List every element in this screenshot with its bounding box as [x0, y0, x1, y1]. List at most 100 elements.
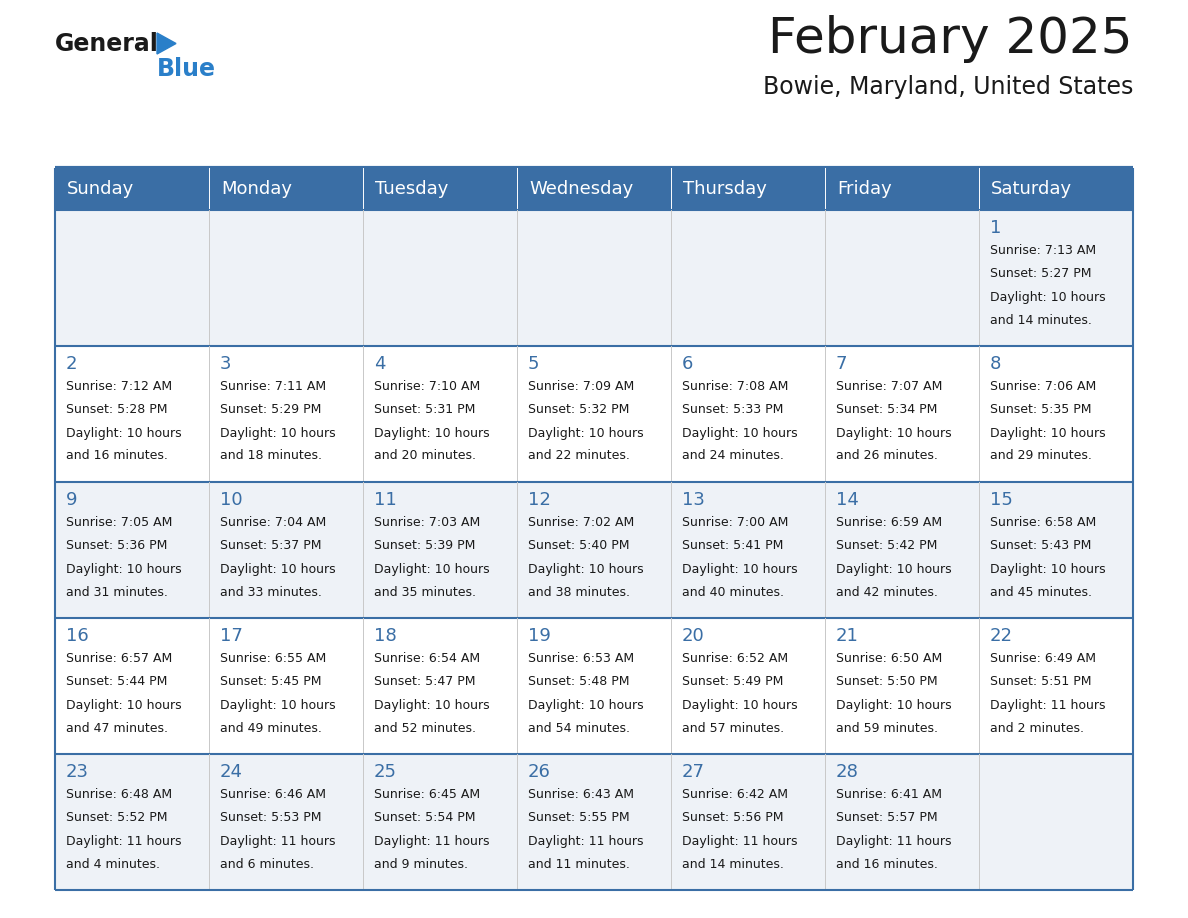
Text: Sunset: 5:29 PM: Sunset: 5:29 PM	[220, 403, 322, 417]
Text: 20: 20	[682, 627, 704, 645]
Text: Sunset: 5:52 PM: Sunset: 5:52 PM	[67, 812, 168, 824]
Text: Friday: Friday	[838, 180, 892, 198]
Text: General: General	[55, 32, 159, 56]
Text: Sunrise: 7:06 AM: Sunrise: 7:06 AM	[990, 380, 1097, 393]
Text: Sunrise: 7:03 AM: Sunrise: 7:03 AM	[374, 516, 480, 529]
Text: 14: 14	[836, 491, 859, 509]
Text: Sunrise: 6:49 AM: Sunrise: 6:49 AM	[990, 652, 1097, 665]
Text: 11: 11	[374, 491, 397, 509]
Text: Sunrise: 6:59 AM: Sunrise: 6:59 AM	[836, 516, 942, 529]
Text: Sunset: 5:33 PM: Sunset: 5:33 PM	[682, 403, 783, 417]
Bar	[364, 168, 517, 210]
Text: 22: 22	[990, 627, 1013, 645]
Text: Daylight: 11 hours: Daylight: 11 hours	[836, 835, 952, 848]
Text: Sunrise: 7:12 AM: Sunrise: 7:12 AM	[67, 380, 172, 393]
Text: 28: 28	[836, 763, 859, 781]
Text: Sunrise: 7:04 AM: Sunrise: 7:04 AM	[220, 516, 327, 529]
Text: Daylight: 10 hours: Daylight: 10 hours	[682, 563, 797, 576]
Text: Sunset: 5:57 PM: Sunset: 5:57 PM	[836, 812, 937, 824]
Bar	[979, 168, 1133, 210]
Text: 21: 21	[836, 627, 859, 645]
Text: Sunset: 5:41 PM: Sunset: 5:41 PM	[682, 540, 783, 553]
Bar	[55, 346, 1133, 482]
Text: 25: 25	[374, 763, 397, 781]
Text: Daylight: 10 hours: Daylight: 10 hours	[374, 699, 489, 712]
Text: and 35 minutes.: and 35 minutes.	[374, 586, 476, 599]
Text: Bowie, Maryland, United States: Bowie, Maryland, United States	[763, 75, 1133, 99]
Text: Daylight: 10 hours: Daylight: 10 hours	[67, 563, 182, 576]
Text: Daylight: 10 hours: Daylight: 10 hours	[220, 427, 336, 440]
Text: and 18 minutes.: and 18 minutes.	[220, 450, 322, 463]
Bar	[55, 210, 1133, 346]
Text: Daylight: 10 hours: Daylight: 10 hours	[527, 699, 644, 712]
Text: Sunset: 5:35 PM: Sunset: 5:35 PM	[990, 403, 1092, 417]
Text: Sunset: 5:36 PM: Sunset: 5:36 PM	[67, 540, 168, 553]
Text: Daylight: 10 hours: Daylight: 10 hours	[836, 699, 952, 712]
Text: Daylight: 10 hours: Daylight: 10 hours	[220, 563, 336, 576]
Text: and 57 minutes.: and 57 minutes.	[682, 722, 784, 734]
Text: Daylight: 11 hours: Daylight: 11 hours	[220, 835, 335, 848]
Text: 18: 18	[374, 627, 397, 645]
Text: and 24 minutes.: and 24 minutes.	[682, 450, 784, 463]
Text: Sunset: 5:40 PM: Sunset: 5:40 PM	[527, 540, 630, 553]
Text: Sunset: 5:56 PM: Sunset: 5:56 PM	[682, 812, 784, 824]
Text: Sunset: 5:28 PM: Sunset: 5:28 PM	[67, 403, 168, 417]
Text: Sunrise: 6:50 AM: Sunrise: 6:50 AM	[836, 652, 942, 665]
Text: Sunset: 5:47 PM: Sunset: 5:47 PM	[374, 676, 475, 688]
Text: Sunset: 5:53 PM: Sunset: 5:53 PM	[220, 812, 322, 824]
Text: Daylight: 11 hours: Daylight: 11 hours	[682, 835, 797, 848]
Text: Daylight: 10 hours: Daylight: 10 hours	[527, 427, 644, 440]
Text: Sunset: 5:48 PM: Sunset: 5:48 PM	[527, 676, 630, 688]
Text: and 29 minutes.: and 29 minutes.	[990, 450, 1092, 463]
Text: Sunset: 5:49 PM: Sunset: 5:49 PM	[682, 676, 783, 688]
Text: and 40 minutes.: and 40 minutes.	[682, 586, 784, 599]
Text: 23: 23	[67, 763, 89, 781]
Text: Sunset: 5:44 PM: Sunset: 5:44 PM	[67, 676, 168, 688]
Text: and 49 minutes.: and 49 minutes.	[220, 722, 322, 734]
Bar	[517, 168, 671, 210]
Text: and 38 minutes.: and 38 minutes.	[527, 586, 630, 599]
Text: Daylight: 10 hours: Daylight: 10 hours	[836, 563, 952, 576]
Text: 1: 1	[990, 219, 1001, 237]
Text: 6: 6	[682, 355, 694, 373]
Text: February 2025: February 2025	[769, 15, 1133, 63]
Text: Sunrise: 6:57 AM: Sunrise: 6:57 AM	[67, 652, 172, 665]
Text: Sunrise: 7:08 AM: Sunrise: 7:08 AM	[682, 380, 789, 393]
Bar	[824, 168, 979, 210]
Text: Sunrise: 7:05 AM: Sunrise: 7:05 AM	[67, 516, 172, 529]
Text: 13: 13	[682, 491, 704, 509]
Text: Sunset: 5:39 PM: Sunset: 5:39 PM	[374, 540, 475, 553]
Text: Daylight: 11 hours: Daylight: 11 hours	[527, 835, 644, 848]
Text: Daylight: 10 hours: Daylight: 10 hours	[67, 699, 182, 712]
Text: Sunrise: 7:07 AM: Sunrise: 7:07 AM	[836, 380, 942, 393]
Text: Sunrise: 6:45 AM: Sunrise: 6:45 AM	[374, 788, 480, 800]
Text: Saturday: Saturday	[991, 180, 1072, 198]
Text: and 33 minutes.: and 33 minutes.	[220, 586, 322, 599]
Text: Sunset: 5:54 PM: Sunset: 5:54 PM	[374, 812, 475, 824]
Text: 12: 12	[527, 491, 551, 509]
Text: 10: 10	[220, 491, 242, 509]
Text: Blue: Blue	[157, 57, 216, 81]
Text: 27: 27	[682, 763, 704, 781]
Text: 2: 2	[67, 355, 77, 373]
Text: Sunday: Sunday	[67, 180, 134, 198]
Text: Daylight: 10 hours: Daylight: 10 hours	[220, 699, 336, 712]
Text: Sunrise: 6:52 AM: Sunrise: 6:52 AM	[682, 652, 788, 665]
Text: Sunrise: 6:42 AM: Sunrise: 6:42 AM	[682, 788, 788, 800]
Text: 3: 3	[220, 355, 232, 373]
Text: and 26 minutes.: and 26 minutes.	[836, 450, 937, 463]
Text: Daylight: 10 hours: Daylight: 10 hours	[374, 563, 489, 576]
Text: and 59 minutes.: and 59 minutes.	[836, 722, 939, 734]
Text: and 45 minutes.: and 45 minutes.	[990, 586, 1092, 599]
Text: Sunset: 5:55 PM: Sunset: 5:55 PM	[527, 812, 630, 824]
Text: Daylight: 10 hours: Daylight: 10 hours	[682, 699, 797, 712]
Text: Daylight: 10 hours: Daylight: 10 hours	[527, 563, 644, 576]
Text: 4: 4	[374, 355, 385, 373]
Text: Sunrise: 6:41 AM: Sunrise: 6:41 AM	[836, 788, 942, 800]
Text: and 16 minutes.: and 16 minutes.	[836, 857, 937, 870]
Text: and 42 minutes.: and 42 minutes.	[836, 586, 937, 599]
Text: Daylight: 10 hours: Daylight: 10 hours	[836, 427, 952, 440]
Text: Sunset: 5:42 PM: Sunset: 5:42 PM	[836, 540, 937, 553]
Text: Daylight: 11 hours: Daylight: 11 hours	[374, 835, 489, 848]
Text: Monday: Monday	[221, 180, 292, 198]
